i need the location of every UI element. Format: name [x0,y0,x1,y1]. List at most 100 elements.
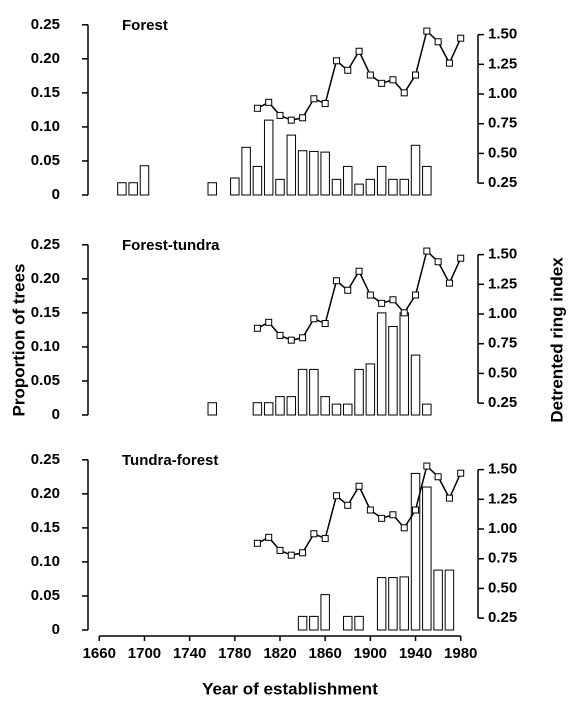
ring-index-marker [355,267,363,275]
bar [388,178,398,196]
bar [343,165,353,196]
y2-tick-label: 1.50 [488,26,517,43]
x-tick-label: 1820 [263,645,296,662]
y-tick-label: 0.20 [31,50,60,67]
ring-index-marker [310,95,318,103]
bar [275,178,285,196]
ring-index-marker [434,38,442,46]
bar [331,178,342,196]
ring-index-line [257,29,462,121]
bar [252,165,263,196]
bar [354,615,364,631]
bar [422,165,432,196]
panel-title: Forest [122,17,168,34]
bar [365,178,376,196]
bar [376,312,387,416]
bar [230,177,240,196]
bar [139,165,150,196]
ring-index-marker [332,277,340,285]
y2-tick-label: 1.25 [488,55,517,72]
bar [320,151,330,196]
y2-tick-label: 0.75 [488,115,517,132]
ring-index-marker [366,506,374,514]
bar [422,486,432,631]
ring-index-marker [355,482,363,490]
x-tick-label: 1780 [218,645,251,662]
panel-title: Forest-tundra [122,237,220,254]
ring-index-marker [423,247,431,255]
ring-index-marker [412,506,420,514]
ring-index-marker [299,334,307,342]
bar [399,576,409,631]
bar [388,577,398,631]
ring-index-marker [310,530,318,538]
bar [365,363,376,416]
x-tick-label: 1660 [83,645,116,662]
bar [207,402,217,416]
y2-tick-label: 0.50 [488,144,517,161]
bar [343,615,353,631]
y-tick-label: 0.25 [31,16,60,33]
x-tick-label: 1940 [399,645,432,662]
y2-tick-label: 0.25 [488,174,517,191]
bar [422,403,432,416]
ring-index-marker [457,469,465,477]
ring-index-line [257,249,462,341]
bar [388,326,398,416]
y-tick-label: 0 [52,406,60,423]
ring-index-marker [253,539,261,547]
ring-index-marker [321,320,329,328]
ring-index-marker [366,291,374,299]
y-tick-label: 0 [52,621,60,638]
bar [320,594,330,631]
y-tick-label: 0.05 [31,152,60,169]
ring-index-marker [276,111,284,119]
bar [263,402,274,416]
y-tick-label: 0.15 [31,519,60,536]
ring-index-marker [265,533,273,541]
ring-index-marker [299,114,307,122]
panel-title: Tundra-forest [122,452,218,469]
x-tick-label: 1860 [308,645,341,662]
y2-tick-label: 1.25 [488,275,517,292]
y2-tick-label: 0.50 [488,364,517,381]
ring-index-marker [378,514,386,522]
y-tick-label: 0.15 [31,304,60,321]
bar [117,182,127,196]
ring-index-marker [378,299,386,307]
bar [309,150,319,196]
ring-index-marker [400,524,408,532]
bar [433,569,443,631]
bar [320,396,330,416]
x-tick-label: 1740 [173,645,206,662]
y-tick-label: 0.25 [31,236,60,253]
ring-index-marker [445,494,453,502]
bar [444,569,455,631]
bar [297,368,308,416]
x-axis-label: Year of establishment [202,679,378,698]
ring-index-marker [276,331,284,339]
ring-index-marker [287,116,295,124]
y2-tick-label: 0.75 [488,550,517,567]
ring-index-marker [423,462,431,470]
ring-index-marker [378,79,386,87]
y2-tick-label: 1.50 [488,461,517,478]
y-tick-label: 0.25 [31,451,60,468]
ring-index-marker [253,324,261,332]
bar [399,178,409,196]
bar [275,396,285,416]
bar [286,396,297,416]
ring-index-marker [287,336,295,344]
y-tick-label: 0.05 [31,587,60,604]
y2-tick-label: 0.50 [488,579,517,596]
ring-index-marker [344,66,352,74]
y-tick-label: 0.20 [31,270,60,287]
x-tick-label: 1700 [128,645,161,662]
y-tick-label: 0.10 [31,553,60,570]
bar [128,182,138,196]
ring-index-marker [299,549,307,557]
bar [410,144,421,196]
ring-index-marker [412,291,420,299]
bar [410,472,421,631]
ring-index-marker [253,104,261,112]
